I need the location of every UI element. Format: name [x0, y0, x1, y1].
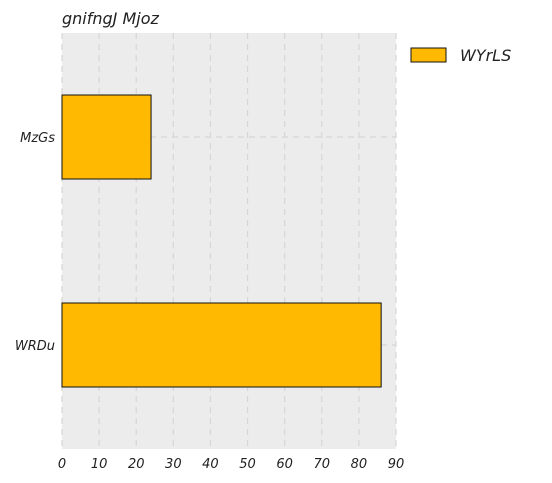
chart-title: gnifngJ Mjoz: [62, 9, 160, 28]
bar-mzgs: [61, 94, 152, 180]
y-axis-ticks: MzGs WRDu: [15, 131, 55, 354]
legend: WYrLS: [410, 46, 511, 65]
x-tick-label: 70: [314, 457, 331, 472]
x-tick-label: 0: [58, 457, 66, 472]
x-tick-label: 20: [128, 457, 145, 472]
bar-wrdu: [61, 302, 382, 388]
x-tick-label: 80: [351, 457, 368, 472]
y-tick-label: MzGs: [20, 131, 55, 146]
legend-swatch: [410, 47, 447, 63]
x-axis-ticks: 0 10 20 30 40 50 60 70 80 90: [58, 457, 404, 472]
x-tick-label: 50: [239, 457, 256, 472]
x-tick-label: 40: [202, 457, 219, 472]
legend-label: WYrLS: [460, 46, 511, 65]
y-tick-label: WRDu: [15, 339, 55, 354]
bars: [61, 94, 382, 388]
x-tick-label: 60: [276, 457, 293, 472]
x-tick-label: 30: [165, 457, 182, 472]
x-tick-label: 10: [91, 457, 108, 472]
x-tick-label: 90: [388, 457, 405, 472]
